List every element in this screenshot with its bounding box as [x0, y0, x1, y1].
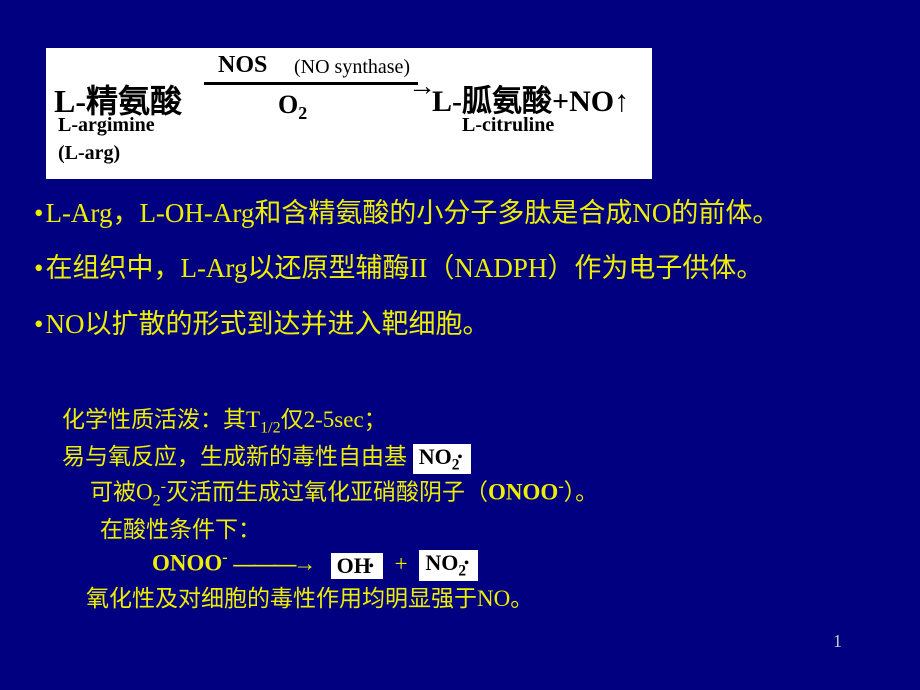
bullet-marker-icon: •	[34, 241, 43, 296]
line-decomposition: ONOO- ———→ OH + NO2	[62, 547, 598, 581]
bullet-item: • NO以扩散的形式到达并进入靶细胞。	[34, 297, 779, 352]
line-halflife: 化学性质活泼：其T1/2仅2-5sec；	[62, 404, 598, 439]
enzyme-note: (NO synthase)	[294, 56, 410, 79]
bullet-text: L-Arg，L-OH-Arg和含精氨酸的小分子多肽是合成NO的前体。	[45, 186, 779, 241]
product-en: L-citruline	[462, 114, 554, 137]
bullet-text: NO以扩散的形式到达并进入靶细胞。	[45, 297, 489, 352]
arrow-icon: ———→	[233, 548, 313, 579]
bullet-list: • L-Arg，L-OH-Arg和含精氨酸的小分子多肽是合成NO的前体。 • 在…	[34, 186, 779, 352]
reactant-abbr: (L-arg)	[58, 142, 120, 165]
line-peroxynitrite: 可被O2-灭活而生成过氧化亚硝酸阴子（ONOO-）。	[62, 476, 598, 512]
reaction-arrow-line	[204, 82, 418, 85]
bullet-item: • 在组织中，L-Arg以还原型辅酶II（NADPH）作为电子供体。	[34, 241, 779, 296]
chemistry-section: 化学性质活泼：其T1/2仅2-5sec； 易与氧反应，生成新的毒性自由基 NO2…	[62, 404, 598, 616]
substrate: O2	[278, 90, 307, 124]
reactant-en: L-argimine	[58, 114, 155, 137]
line-acidic-condition: 在酸性条件下：	[62, 514, 598, 545]
bullet-text: 在组织中，L-Arg以还原型辅酶II（NADPH）作为电子供体。	[45, 241, 763, 296]
no2-radical-box-2: NO2	[419, 550, 478, 581]
no2-radical-box: NO2	[413, 444, 472, 475]
enzyme-label: NOS	[218, 52, 267, 79]
bullet-item: • L-Arg，L-OH-Arg和含精氨酸的小分子多肽是合成NO的前体。	[34, 186, 779, 241]
line-toxicity: 氧化性及对细胞的毒性作用均明显强于NO。	[62, 583, 598, 614]
reaction-diagram: L-精氨酸 L-argimine (L-arg) NOS (NO synthas…	[46, 48, 652, 179]
bullet-marker-icon: •	[34, 297, 43, 352]
page-number: 1	[833, 631, 842, 652]
oh-radical-box: OH	[331, 553, 383, 579]
bullet-marker-icon: •	[34, 186, 43, 241]
line-oxygen-reaction: 易与氧反应，生成新的毒性自由基 NO2	[62, 441, 598, 474]
